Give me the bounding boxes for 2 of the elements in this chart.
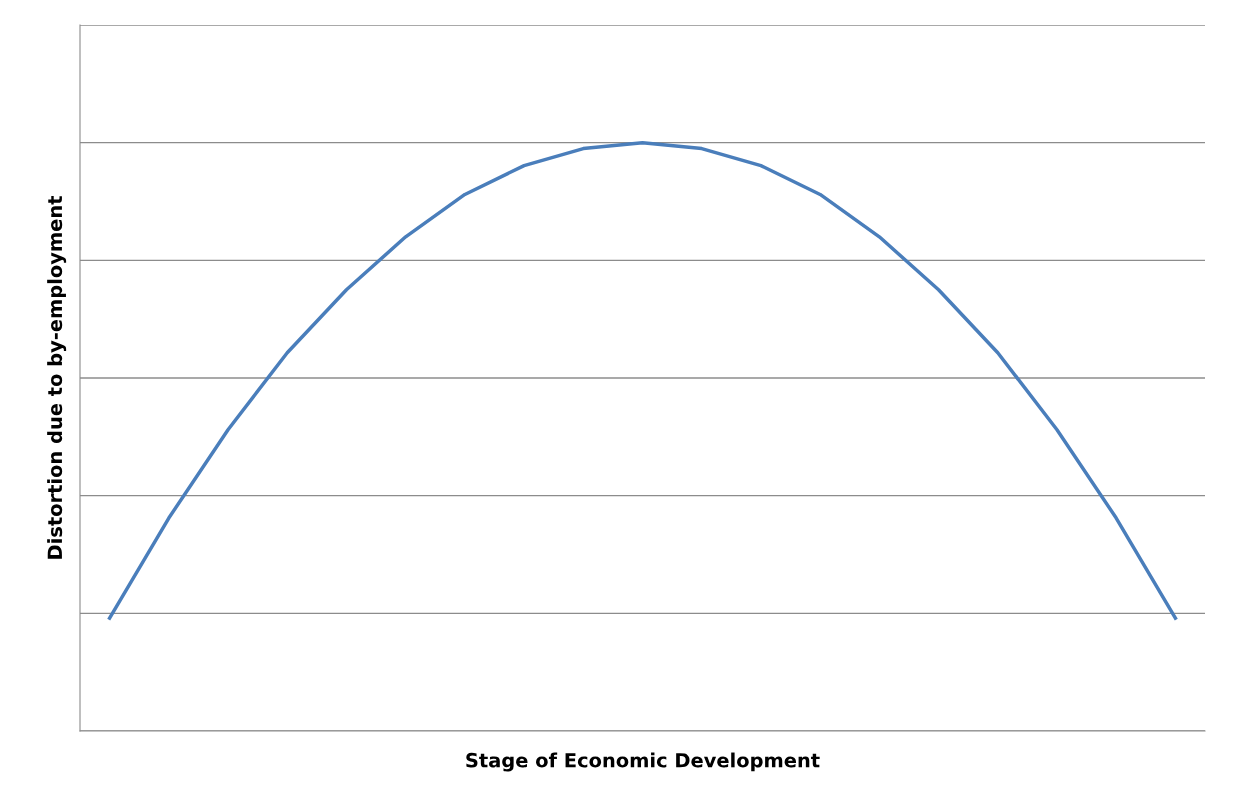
y-axis-title: Distortion due to by-employment [47,195,67,559]
x-axis-title: Stage of Economic Development [466,752,820,772]
